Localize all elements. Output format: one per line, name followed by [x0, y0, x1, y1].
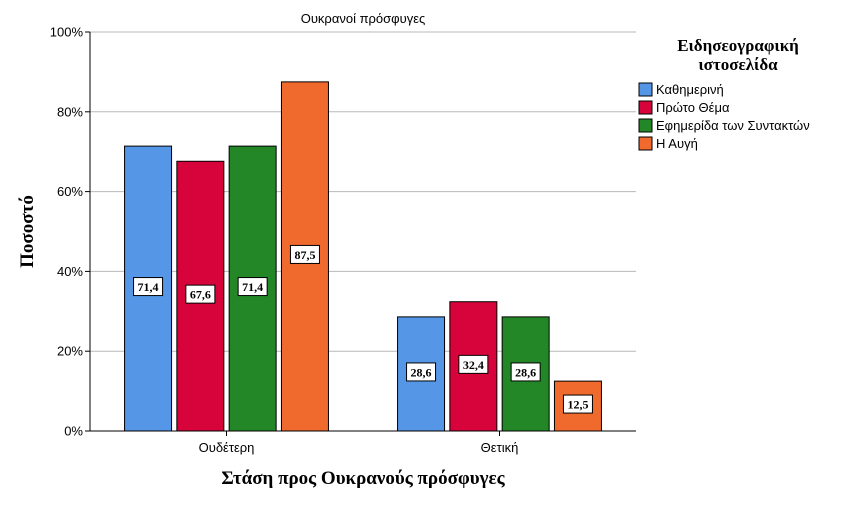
y-tick-label: 40% — [57, 264, 83, 279]
data-label-box — [185, 284, 216, 304]
legend-swatch — [638, 82, 653, 97]
y-axis-title: Ποσοστό — [17, 195, 38, 268]
data-label-box — [562, 394, 593, 414]
legend-swatch — [638, 100, 653, 115]
x-tick-label: Ουδέτερη — [199, 440, 255, 455]
y-tick-label: 0% — [64, 424, 83, 439]
data-label: 71,4 — [242, 280, 263, 294]
data-label: 28,6 — [515, 365, 536, 379]
data-label-box — [458, 354, 489, 374]
legend-swatch — [638, 136, 653, 151]
data-label: 87,5 — [294, 248, 315, 262]
data-label-box — [289, 244, 320, 264]
data-label: 12,5 — [567, 398, 588, 412]
data-label: 67,6 — [190, 288, 211, 302]
data-label: 28,6 — [411, 365, 432, 379]
x-axis-title: Στάση προς Ουκρανούς πρόσφυγες — [221, 468, 505, 489]
legend-title: Ειδησεογραφική ιστοσελίδα — [677, 36, 799, 74]
y-tick-label: 80% — [57, 104, 83, 119]
legend-label: Καθημερινή — [656, 82, 724, 97]
data-label: 32,4 — [463, 358, 484, 372]
y-tick-label: 20% — [57, 344, 83, 359]
legend-label: Εφημερίδα των Συντακτών — [656, 118, 810, 133]
y-tick-label: 100% — [50, 25, 84, 40]
legend: Ειδησεογραφική ιστοσελίδα Καθημερινή Πρώτο … — [638, 36, 810, 151]
axes: 0% 20% 40% 60% 80% 100% Ουδέτερη Θετική Στάση πρ… — [17, 25, 636, 489]
legend-swatch — [638, 118, 653, 133]
legend-label: Πρώτο Θέμα — [656, 100, 730, 115]
x-tick-label: Θετική — [481, 440, 519, 455]
legend-label: Η Αυγή — [656, 136, 698, 151]
data-labels: 71,4 67,6 71,4 87,5 28,6 32,4 28,6 12,5 — [133, 244, 593, 414]
chart-title: Ουκρανοί πρόσφυγες — [301, 11, 426, 26]
data-label: 71,4 — [138, 280, 159, 294]
y-tick-label: 60% — [57, 184, 83, 199]
data-label-box — [406, 362, 437, 382]
data-label-box — [133, 277, 164, 297]
data-label-box — [237, 277, 268, 297]
bars — [124, 81, 602, 432]
data-label-box — [510, 362, 541, 382]
